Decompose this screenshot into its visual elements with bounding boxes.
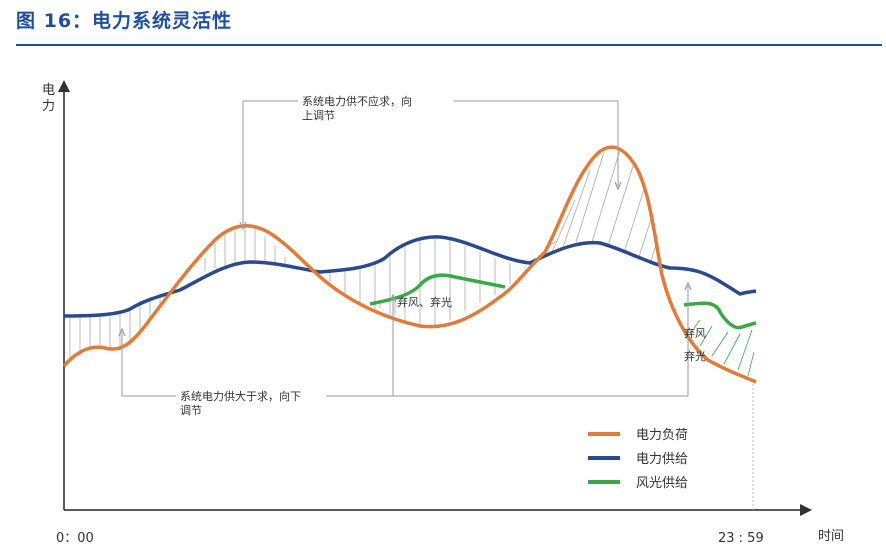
wind-solar-supply-line xyxy=(369,273,506,306)
legend: 电力负荷 电力供给 风光供给 xyxy=(588,428,688,491)
legend-label-supply: 电力供给 xyxy=(636,452,688,467)
x-axis-label: 时间 xyxy=(818,529,844,544)
hatch-supply-excess-left xyxy=(69,293,161,362)
x-start-tick-label: 0：00 xyxy=(56,531,94,546)
curtailment-label-mid: 弃风、弃光 xyxy=(397,295,452,309)
electric-supply-line xyxy=(63,235,757,318)
hatch-supply-short-peak2 xyxy=(544,149,657,265)
up-regulation-note-line1: 系统电力供不应求，向 xyxy=(302,94,412,108)
curtailment-label-wind: 弃风 xyxy=(684,326,706,340)
down-regulation-note-line2: 调节 xyxy=(180,404,202,417)
wind-solar-supply-line-right xyxy=(683,301,757,330)
hatch-wind-solar-curtail-right xyxy=(689,319,755,377)
up-regulation-connector xyxy=(243,100,618,226)
figure-title: 图 16：电力系统灵活性 xyxy=(16,10,233,32)
y-axis-label-line1: 电 xyxy=(42,83,55,98)
curtailment-label-solar: 弃光 xyxy=(684,349,706,363)
y-axis-label-line2: 力 xyxy=(42,99,55,114)
title-rule xyxy=(16,44,882,46)
hatch-supply-short-peak1 xyxy=(204,225,286,271)
hatch-supply-excess-mid xyxy=(329,236,526,326)
electric-load-line xyxy=(62,145,757,384)
x-end-tick-label: 23 : 59 xyxy=(718,531,764,546)
legend-label-load: 电力负荷 xyxy=(636,428,688,443)
down-regulation-note-line1: 系统电力供大于求，向下 xyxy=(180,389,301,403)
up-regulation-note-line2: 上调节 xyxy=(302,109,335,122)
down-regulation-connector xyxy=(122,286,688,397)
legend-label-wind-solar: 风光供给 xyxy=(636,476,688,491)
